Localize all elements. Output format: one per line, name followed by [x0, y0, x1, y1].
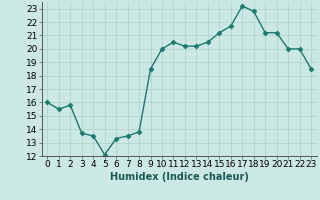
X-axis label: Humidex (Indice chaleur): Humidex (Indice chaleur): [110, 172, 249, 182]
